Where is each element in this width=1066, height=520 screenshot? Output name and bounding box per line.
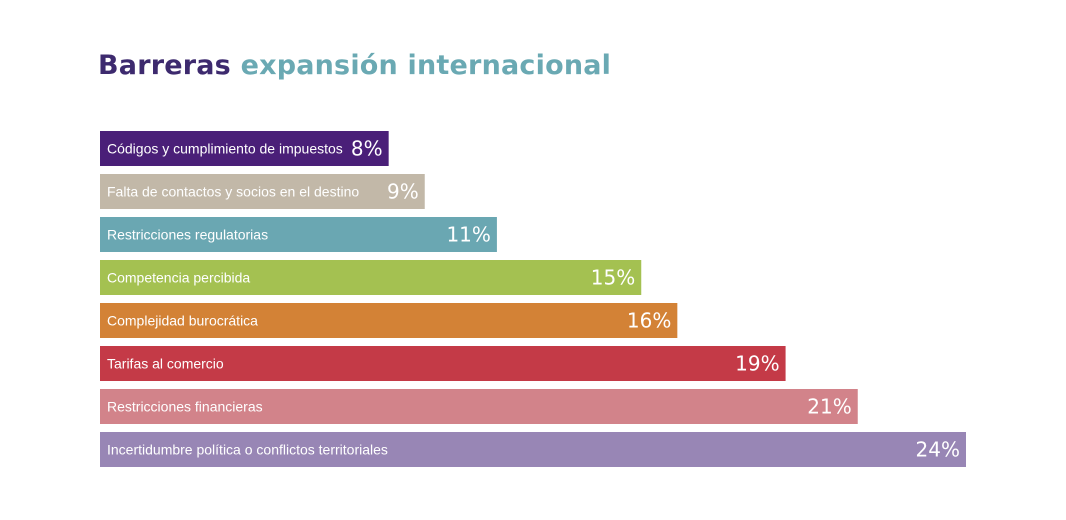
bar-group: Complejidad burocrática 16% xyxy=(100,303,678,338)
bar-value-label: 8% xyxy=(351,137,383,161)
bar xyxy=(100,217,497,252)
bar-value-label: 15% xyxy=(591,266,635,290)
bar xyxy=(100,260,642,295)
bar-group: Incertidumbre política o conflictos terr… xyxy=(100,432,966,467)
bar-value-label: 19% xyxy=(735,352,779,376)
bar-group: Códigos y cumplimiento de impuestos 8% xyxy=(100,131,389,166)
bar-value-label: 11% xyxy=(446,223,490,247)
bar-group: Falta de contactos y socios en el destin… xyxy=(100,174,425,209)
bar-value-label: 24% xyxy=(916,438,960,462)
chart-title-part2: expansión internacional xyxy=(240,50,612,81)
bar-group: Restricciones financieras 21% xyxy=(100,389,858,424)
bar xyxy=(100,432,966,467)
bar-value-label: 9% xyxy=(387,180,419,204)
chart-title-part1: Barreras xyxy=(98,50,231,81)
bar-label: Falta de contactos y socios en el destin… xyxy=(107,184,359,200)
bar-label: Códigos y cumplimiento de impuestos xyxy=(107,141,343,157)
bar xyxy=(100,389,858,424)
bar-group: Tarifas al comercio 19% xyxy=(100,346,786,381)
bar-value-label: 16% xyxy=(627,309,671,333)
bar-label: Tarifas al comercio xyxy=(107,356,224,372)
bar-label: Restricciones financieras xyxy=(107,399,263,415)
bar-group: Restricciones regulatorias 11% xyxy=(100,217,497,252)
bar-value-label: 21% xyxy=(807,395,851,419)
bar xyxy=(100,346,786,381)
bar-group: Competencia percibida 15% xyxy=(100,260,642,295)
chart-title: Barreras expansión internacional xyxy=(98,50,611,81)
bar xyxy=(100,131,389,166)
bar xyxy=(100,303,678,338)
bar-label: Competencia percibida xyxy=(107,270,250,286)
bar-label: Incertidumbre política o conflictos terr… xyxy=(107,442,388,458)
bar xyxy=(100,174,425,209)
bar-label: Restricciones regulatorias xyxy=(107,227,268,243)
bar-label: Complejidad burocrática xyxy=(107,313,258,329)
